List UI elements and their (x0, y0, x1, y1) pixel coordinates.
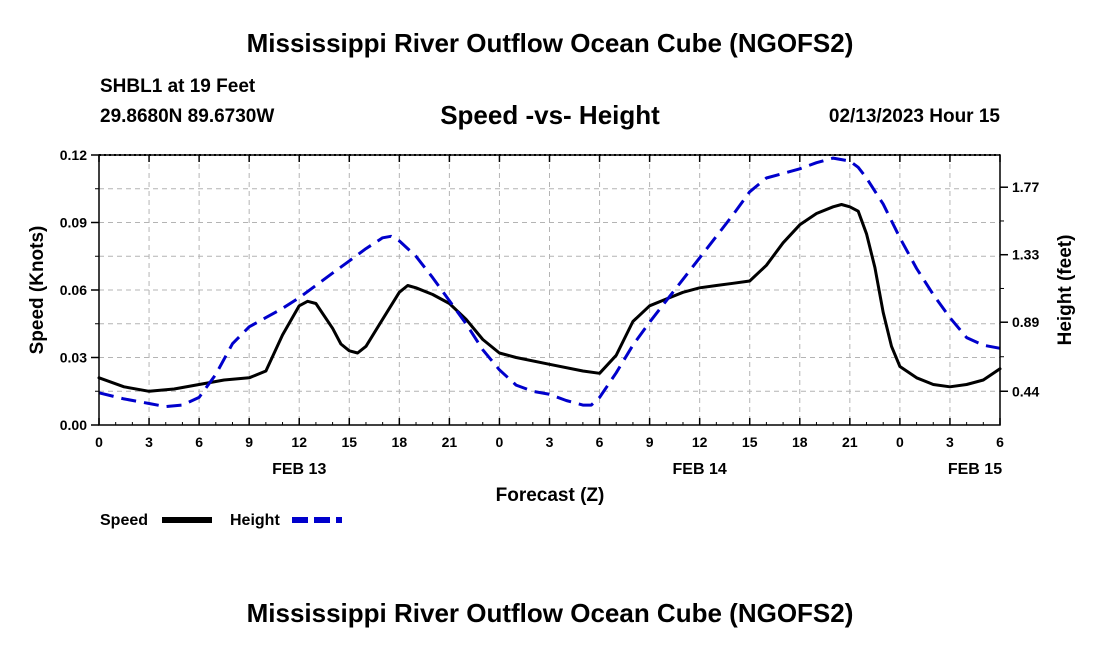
y-axis-title: Speed (Knots) (27, 226, 48, 355)
x-tick-label: 6 (195, 434, 203, 450)
legend-label-height: Height (230, 512, 280, 529)
series-layer (97, 156, 1002, 409)
legend-label-speed: Speed (100, 512, 148, 529)
x-tick-label: 21 (842, 434, 858, 450)
x-tick-label: 12 (291, 434, 307, 450)
date-label: FEB 13 (272, 461, 326, 478)
x-tick-label: 6 (596, 434, 604, 450)
x-tick-label: 0 (95, 434, 103, 450)
chart-title-repeat: Mississippi River Outflow Ocean Cube (NG… (246, 598, 854, 628)
x-tick-label: 18 (792, 434, 808, 450)
axes-layer: 0 3 6 9 12 15 18 21 0 3 6 9 12 15 18 21 0 3 6 FEB 13 FEB 14 F… (60, 147, 1040, 478)
x-tick-label: 9 (245, 434, 253, 450)
y2-tick-label: 0.44 (1012, 383, 1039, 399)
chart-title: Mississippi River Outflow Ocean Cube (NG… (246, 28, 854, 58)
x-tick-label: 3 (546, 434, 554, 450)
date-label: FEB 15 (948, 461, 1002, 478)
y2-tick-label: 1.77 (1012, 179, 1039, 195)
date-label: FEB 14 (673, 461, 727, 478)
x-tick-label: 6 (996, 434, 1004, 450)
forecast-datestamp: 02/13/2023 Hour 15 (828, 106, 1000, 127)
y-tick-label: 0.03 (60, 350, 87, 366)
x-axis-title: Forecast (Z) (496, 485, 605, 506)
x-tick-label: 15 (742, 434, 758, 450)
x-tick-label: 12 (692, 434, 708, 450)
y-tick-label: 0.06 (60, 282, 87, 298)
y2-tick-label: 1.33 (1012, 247, 1039, 263)
x-tick-label: 3 (145, 434, 153, 450)
x-tick-label: 21 (442, 434, 458, 450)
y2-tick-label: 0.89 (1012, 314, 1039, 330)
station-coordinates: 29.8680N 89.6730W (100, 106, 275, 127)
x-tick-label: 0 (896, 434, 904, 450)
x-tick-label: 3 (946, 434, 954, 450)
y-tick-label: 0.09 (60, 215, 87, 231)
legend: Speed Height (100, 512, 342, 529)
station-label: SHBL1 at 19 Feet (100, 76, 256, 97)
x-tick-label: 9 (646, 434, 654, 450)
x-tick-label: 18 (392, 434, 408, 450)
series-line-height (98, 156, 1001, 409)
grid-lines (98, 155, 1001, 425)
x-tick-label: 0 (496, 434, 504, 450)
y-tick-label: 0.00 (60, 417, 87, 433)
x-tick-label: 15 (341, 434, 357, 450)
chart-subtitle: Speed -vs- Height (440, 100, 660, 130)
series-line-speed (97, 203, 1002, 393)
y-tick-label: 0.12 (60, 147, 87, 163)
y2-axis-title: Height (feet) (1055, 235, 1076, 346)
